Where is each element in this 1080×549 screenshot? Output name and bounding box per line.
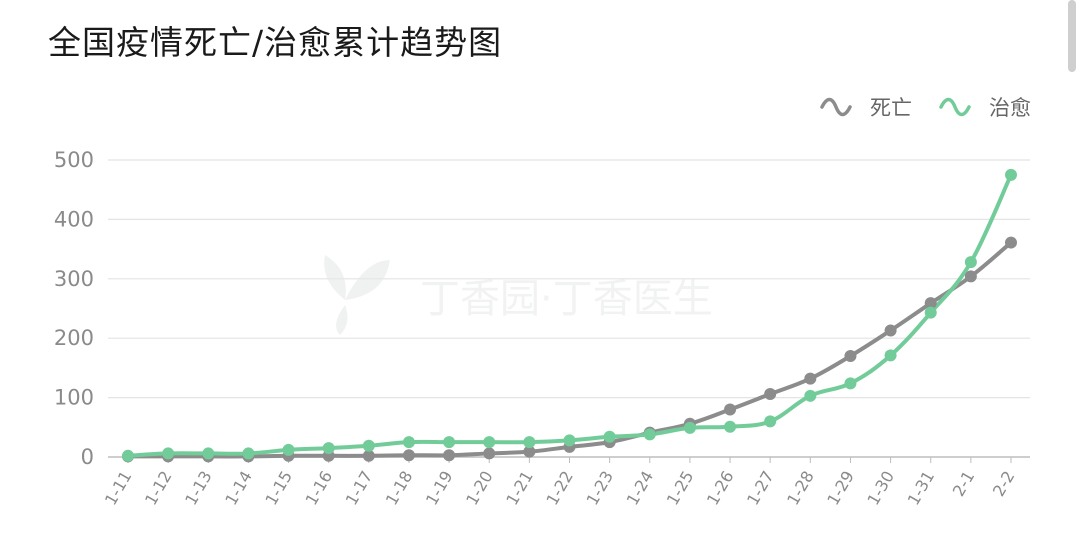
- legend-wave-icon[interactable]: [820, 97, 852, 117]
- x-tick-label: 1-19: [422, 468, 457, 509]
- data-point[interactable]: [483, 447, 496, 460]
- scrollbar[interactable]: [1068, 0, 1076, 72]
- legend-wave-icon[interactable]: [939, 97, 971, 117]
- x-tick-label: 1-15: [261, 468, 296, 509]
- y-tick-label: 200: [54, 326, 94, 350]
- x-tick-label: 1-20: [462, 468, 497, 509]
- data-point[interactable]: [242, 447, 255, 460]
- x-tick-label: 1-23: [582, 468, 617, 509]
- data-point[interactable]: [724, 403, 737, 416]
- data-point[interactable]: [884, 349, 897, 362]
- data-point[interactable]: [844, 350, 857, 363]
- x-tick-label: 1-18: [382, 468, 417, 509]
- x-tick-label: 1-17: [342, 468, 377, 509]
- x-tick-label: 1-22: [542, 468, 577, 509]
- y-tick-label: 100: [54, 386, 94, 410]
- data-point[interactable]: [443, 449, 456, 462]
- data-point[interactable]: [643, 428, 656, 441]
- x-tick-label: 1-11: [101, 468, 136, 509]
- data-point[interactable]: [804, 372, 817, 385]
- data-point[interactable]: [402, 436, 415, 449]
- y-tick-label: 500: [54, 148, 94, 172]
- data-point[interactable]: [764, 415, 777, 428]
- y-tick-label: 400: [54, 207, 94, 231]
- data-point[interactable]: [724, 420, 737, 433]
- x-tick-label: 1-28: [783, 468, 818, 509]
- data-point[interactable]: [162, 447, 175, 460]
- y-tick-label: 300: [54, 267, 94, 291]
- data-point[interactable]: [1005, 168, 1017, 181]
- chart-title: 全国疫情死亡/治愈累计趋势图: [48, 23, 503, 62]
- x-tick-label: 1-27: [743, 468, 778, 509]
- data-point[interactable]: [764, 388, 777, 401]
- watermark-logo: [324, 255, 390, 335]
- data-point[interactable]: [402, 449, 415, 462]
- data-point[interactable]: [322, 442, 335, 455]
- x-tick-label: 1-24: [623, 468, 658, 509]
- x-tick-label: 1-13: [181, 468, 216, 509]
- data-point[interactable]: [563, 434, 576, 447]
- legend-label[interactable]: 治愈: [989, 96, 1031, 120]
- legend-label[interactable]: 死亡: [870, 96, 912, 120]
- data-point[interactable]: [1005, 236, 1017, 249]
- data-point[interactable]: [122, 449, 134, 462]
- series-line-0: [126, 240, 1013, 459]
- data-point[interactable]: [282, 443, 295, 456]
- x-tick-label: 1-16: [302, 468, 337, 509]
- data-point[interactable]: [523, 445, 536, 458]
- data-point[interactable]: [884, 324, 897, 337]
- watermark-leaf: [345, 260, 390, 300]
- x-tick-label: 1-14: [221, 468, 256, 509]
- data-point[interactable]: [443, 436, 456, 449]
- x-tick-label: 2-2: [989, 468, 1019, 500]
- x-tick-label: 1-25: [663, 468, 698, 509]
- x-tick-label: 1-12: [141, 468, 176, 509]
- x-tick-label: 2-1: [949, 468, 979, 500]
- x-tick-label: 1-29: [823, 468, 858, 509]
- legend[interactable]: 死亡 治愈: [820, 96, 1031, 120]
- y-tick-label: 0: [81, 445, 94, 469]
- watermark-text: 丁香园·丁香医生: [420, 276, 713, 322]
- data-point[interactable]: [483, 436, 496, 449]
- data-point[interactable]: [202, 447, 215, 460]
- data-point[interactable]: [804, 389, 817, 402]
- data-point[interactable]: [683, 421, 696, 434]
- x-tick-label: 1-21: [502, 468, 537, 509]
- x-tick-label: 1-31: [904, 468, 939, 509]
- data-point[interactable]: [523, 436, 536, 449]
- series-points: [122, 168, 1017, 463]
- watermark-leaf: [324, 255, 346, 300]
- y-axis-ticks: 0 100 200 300 400 500: [54, 148, 94, 469]
- data-point[interactable]: [964, 256, 977, 269]
- data-point[interactable]: [603, 430, 616, 443]
- data-point[interactable]: [362, 439, 375, 452]
- data-point[interactable]: [844, 377, 857, 390]
- x-tick-label: 1-26: [703, 468, 738, 509]
- data-point[interactable]: [924, 297, 937, 310]
- x-tick-label: 1-30: [863, 468, 898, 509]
- watermark-leaf: [336, 305, 348, 335]
- data-point[interactable]: [964, 270, 977, 283]
- x-axis-ticks: 1-11 1-12 1-13 1-14 1-15 1-16 1-17 1-18 1-19 1-20…: [101, 457, 1019, 509]
- data-point[interactable]: [924, 306, 937, 319]
- data-point[interactable]: [362, 449, 375, 462]
